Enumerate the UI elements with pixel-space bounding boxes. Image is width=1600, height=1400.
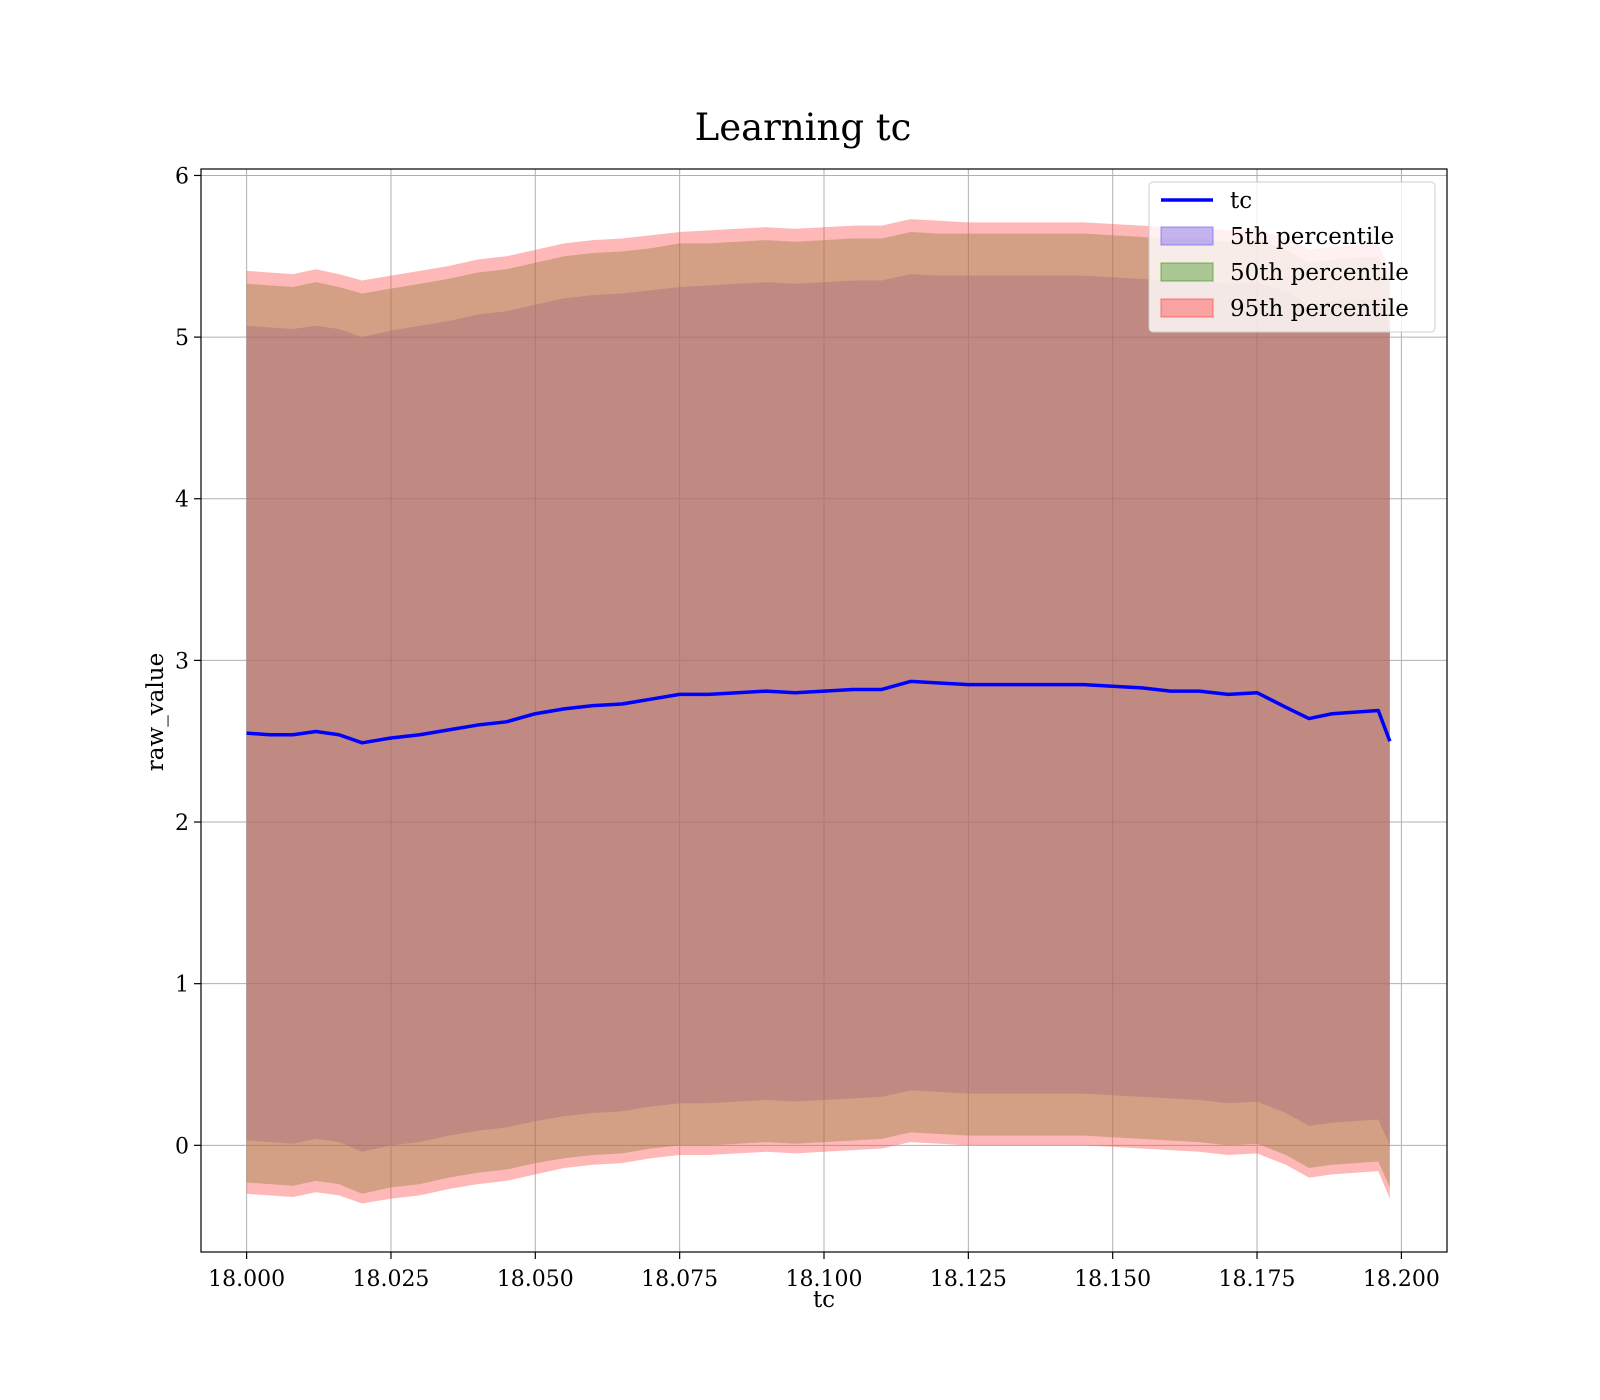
x-tick-label: 18.200 — [1363, 1267, 1440, 1292]
x-tick-label: 18.050 — [497, 1267, 574, 1292]
y-tick-label: 6 — [175, 164, 189, 189]
x-tick-label: 18.150 — [1074, 1267, 1151, 1292]
plot-area: 18.000 18.025 18.050 18.075 18.100 18.125 18.1… — [175, 164, 1448, 1292]
line-tc — [246, 679, 1392, 745]
x-tick-label: 18.075 — [641, 1267, 718, 1292]
y-tick-label: 1 — [175, 973, 189, 998]
chart-title: Learning tc — [695, 106, 912, 149]
grid-lines — [201, 169, 1447, 1252]
y-tick-label: 2 — [175, 811, 189, 836]
legend-swatch-5th-percentile — [1160, 226, 1214, 246]
legend: tc 5th percentile 50th percentile 95th perc… — [1148, 181, 1436, 333]
x-tick-label: 18.175 — [1219, 1267, 1296, 1292]
legend-swatch-95th-percentile — [1160, 298, 1214, 318]
y-axis-label: raw_value — [143, 653, 169, 771]
percentile-bands — [246, 219, 1390, 1204]
x-tick-label: 18.125 — [930, 1267, 1007, 1292]
legend-label-tc: tc — [1230, 188, 1252, 214]
x-tick-label: 18.100 — [786, 1267, 863, 1292]
band-5th-percentile — [246, 274, 1390, 1152]
x-tick-label: 18.000 — [208, 1267, 285, 1292]
x-axis-ticks: 18.000 18.025 18.050 18.075 18.100 18.125 18.1… — [208, 1252, 1440, 1292]
legend-label-5th-percentile: 5th percentile — [1230, 224, 1394, 250]
x-axis-label: tc — [813, 1287, 835, 1313]
y-axis-ticks: 0 1 2 3 4 5 6 — [175, 164, 201, 1159]
x-tick-label: 18.025 — [352, 1267, 429, 1292]
series-lines — [246, 679, 1392, 745]
band-95th-percentile — [246, 219, 1390, 1204]
y-tick-label: 3 — [175, 649, 189, 674]
y-tick-label: 5 — [175, 326, 189, 351]
band-50th-percentile — [246, 232, 1390, 1194]
legend-label-95th-percentile: 95th percentile — [1230, 296, 1409, 322]
y-tick-label: 4 — [175, 488, 189, 513]
legend-box — [1148, 181, 1436, 333]
y-tick-label: 0 — [175, 1134, 189, 1159]
legend-label-50th-percentile: 50th percentile — [1230, 260, 1409, 286]
legend-swatch-50th-percentile — [1160, 262, 1214, 282]
